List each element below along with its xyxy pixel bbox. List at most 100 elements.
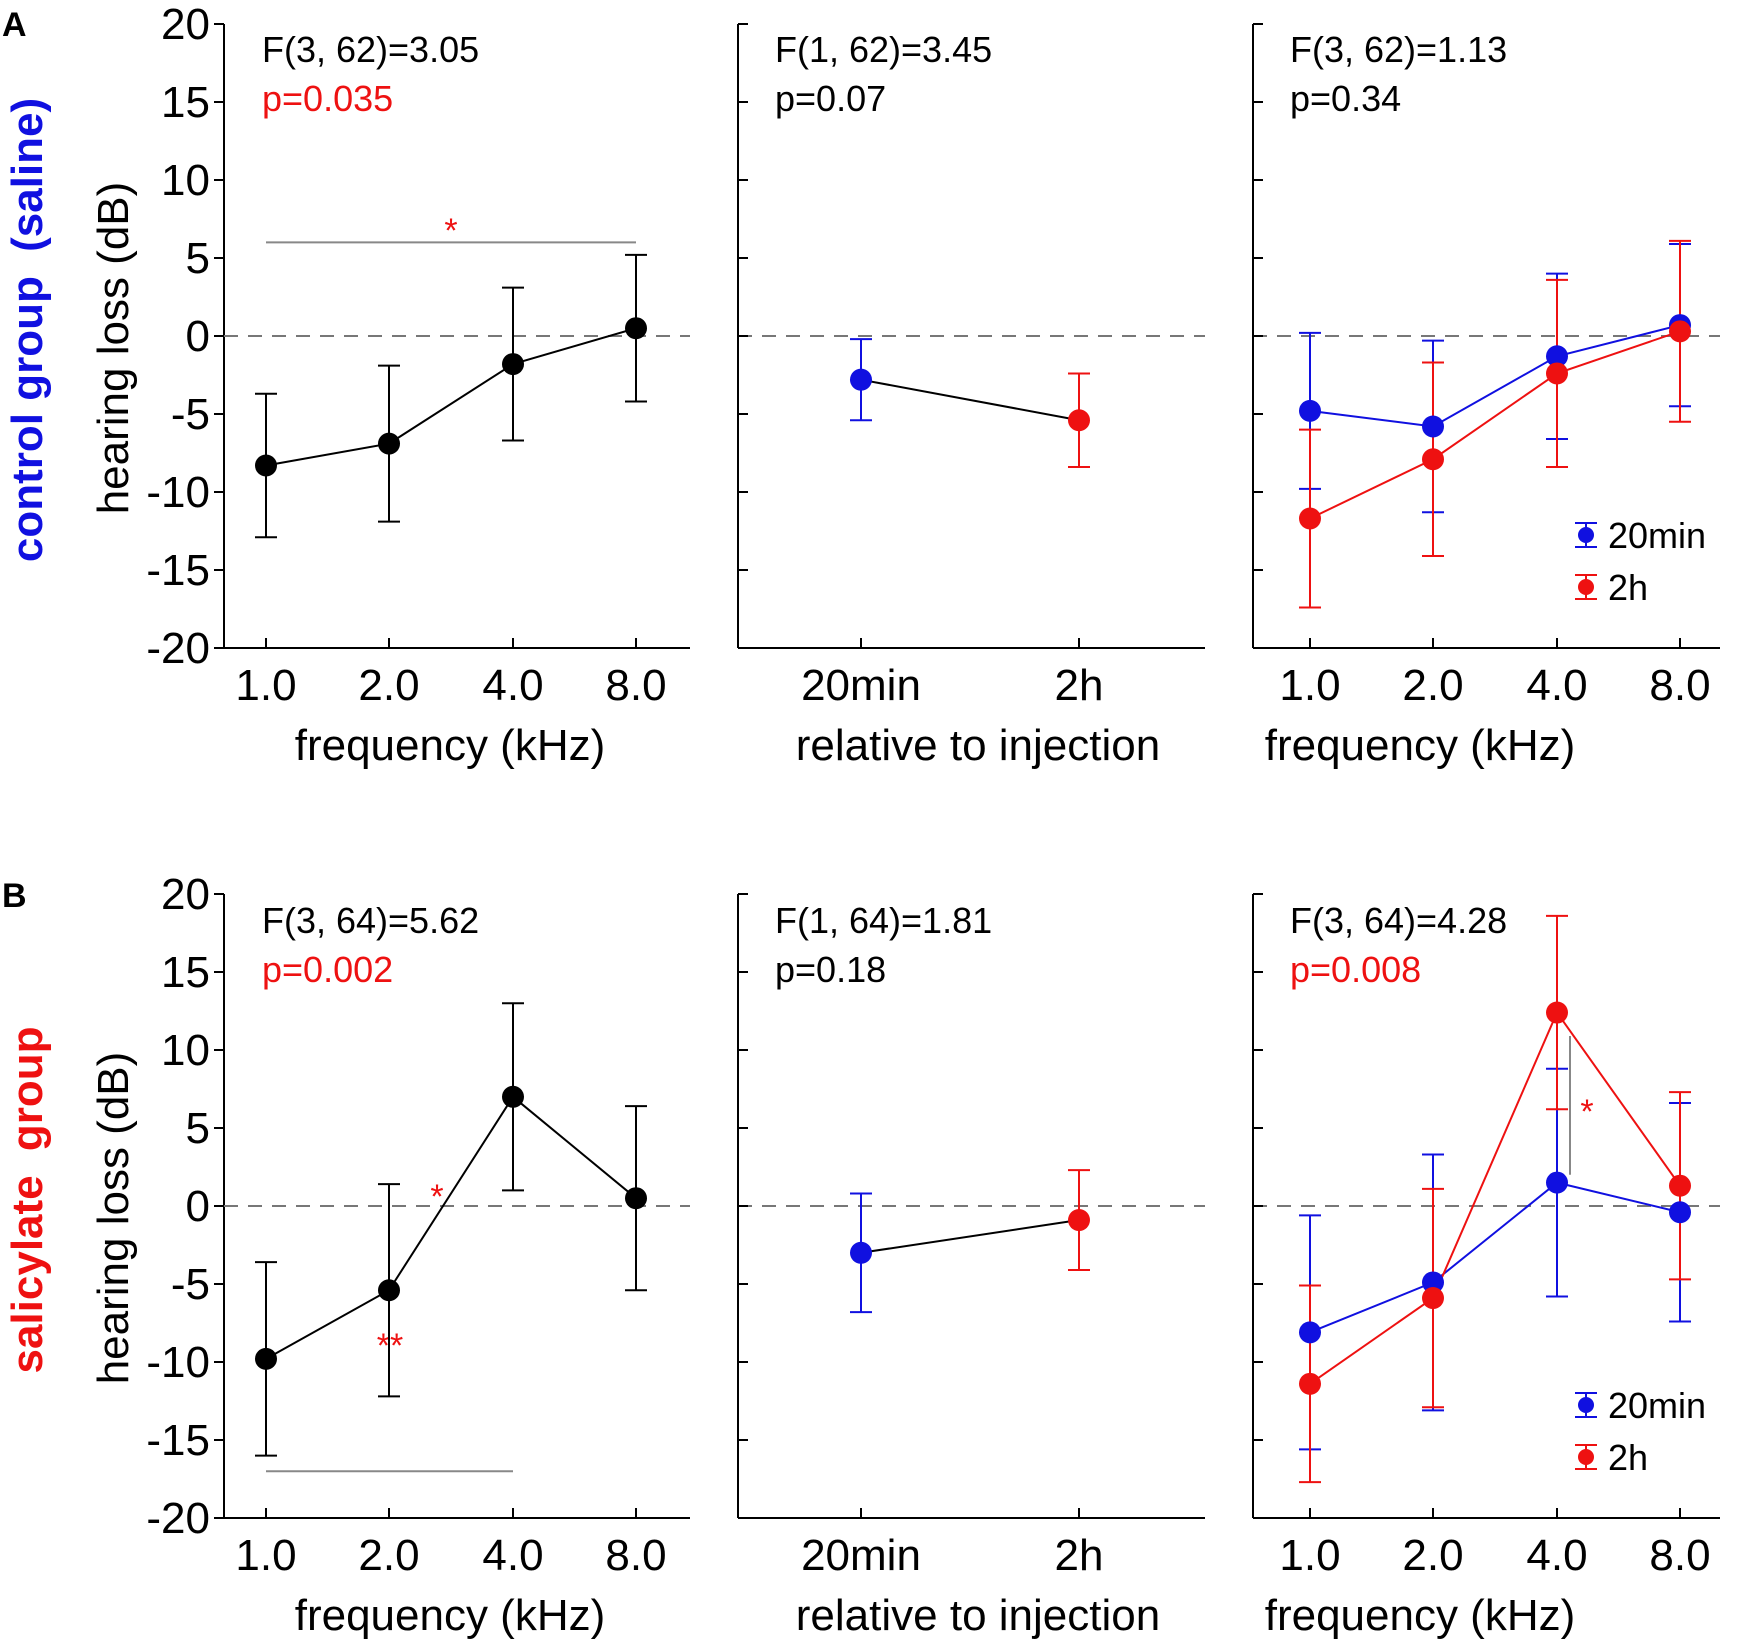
y-tick-label-b: 5	[186, 1104, 210, 1153]
x-tick-label-a1: 4.0	[482, 661, 543, 710]
stat-a3-line1: F(3, 62)=1.13	[1290, 29, 1507, 70]
y-tick-label-a: -20	[146, 624, 210, 673]
x-axis-label-a2: relative to injection	[796, 721, 1160, 770]
legend-marker-2h-icon	[1578, 579, 1594, 595]
data-point-all-b1	[502, 1085, 524, 1108]
data-point-2h-a3	[1669, 320, 1691, 343]
data-point-20min-a3	[1546, 345, 1568, 368]
x-tick-label-b2: 20min	[801, 1531, 921, 1580]
x-axis-label-b3: frequency (kHz)	[1265, 1591, 1576, 1640]
connect-line-a2	[860, 378, 1080, 422]
x-tick-label-b3: 2.0	[1402, 1531, 1463, 1580]
y-tick-label-b: 15	[161, 948, 210, 997]
stat-a2-line1: F(1, 62)=3.45	[775, 29, 992, 70]
data-point-all-a1	[255, 454, 277, 477]
data-point-2h-b3	[1669, 1174, 1691, 1197]
data-point-2h-b3	[1299, 1372, 1321, 1395]
y-tick-label-b: 20	[161, 870, 210, 919]
legend-marker-2h-icon	[1578, 1449, 1594, 1465]
data-point-b2	[1068, 1209, 1090, 1232]
x-tick-label-a2: 20min	[801, 661, 921, 710]
y-tick-label-b: 10	[161, 1026, 210, 1075]
data-point-all-b1	[255, 1347, 277, 1370]
data-point-all-a1	[502, 353, 524, 376]
stat-a2-line2: p=0.07	[775, 78, 886, 119]
x-tick-label-b3: 8.0	[1649, 1531, 1710, 1580]
x-tick-label-b1: 8.0	[605, 1531, 666, 1580]
x-tick-label-b3: 1.0	[1279, 1531, 1340, 1580]
x-axis-label-a3: frequency (kHz)	[1265, 721, 1576, 770]
data-point-b2	[850, 1241, 872, 1264]
legend-a: 20min 2h	[1608, 515, 1706, 608]
legend-a-2h-label: 2h	[1608, 567, 1648, 608]
connect-line-b2	[860, 1219, 1080, 1254]
legend-marker-20min-icon	[1578, 1397, 1594, 1413]
significance-star-b3: *	[1580, 1093, 1593, 1131]
x-tick-label-a1: 8.0	[605, 661, 666, 710]
x-tick-label-a3: 2.0	[1402, 661, 1463, 710]
data-point-20min-b3	[1422, 1271, 1444, 1294]
data-point-20min-b3	[1299, 1321, 1321, 1344]
series-line-all-a1	[265, 327, 637, 467]
series-line-20min-a3	[1309, 324, 1681, 428]
row-label-a: control group (saline)	[3, 98, 52, 562]
y-tick-label-a: 20	[161, 0, 210, 49]
x-tick-label-b3: 4.0	[1526, 1531, 1587, 1580]
plots-layer: 1.0 2.0 4.0 8.0 20min 2h 1.0 2.0 4.0 8.0 20 15 10 5 0 -…	[146, 0, 1720, 1580]
stat-a1-line1: F(3, 62)=3.05	[262, 29, 479, 70]
data-point-2h-a3	[1422, 448, 1444, 471]
stat-a1-line2: p=0.035	[262, 78, 393, 119]
legend-b-2h-label: 2h	[1608, 1437, 1648, 1478]
y-tick-label-b: 0	[186, 1182, 210, 1231]
data-point-20min-b3	[1546, 1171, 1568, 1194]
legend-b-20min-label: 20min	[1608, 1385, 1706, 1426]
y-axis-label-a: hearing loss (dB)	[89, 182, 138, 515]
x-axis-label-a1: frequency (kHz)	[295, 721, 606, 770]
stat-a3-line2: p=0.34	[1290, 78, 1401, 119]
significance-star-a1: *	[444, 212, 457, 250]
y-tick-label-a: 0	[186, 312, 210, 361]
row-label-b-part2: group	[3, 1026, 52, 1151]
stat-b3-line1: F(3, 64)=4.28	[1290, 900, 1507, 941]
legend-marker-20min-icon	[1578, 527, 1594, 543]
y-tick-label-a: -15	[146, 546, 210, 595]
data-point-all-b1	[378, 1279, 400, 1302]
stat-b1-line2: p=0.002	[262, 949, 393, 990]
data-point-2h-a3	[1299, 507, 1321, 530]
data-point-2h-b3	[1546, 1001, 1568, 1024]
y-tick-label-a: -10	[146, 468, 210, 517]
y-tick-label-b: -10	[146, 1338, 210, 1387]
series-line-2h-b3	[1309, 1010, 1681, 1385]
significance-star-b2: *	[430, 1178, 443, 1216]
series-line-2h-a3	[1309, 330, 1681, 520]
x-tick-label-a3: 8.0	[1649, 661, 1710, 710]
x-tick-label-b1: 1.0	[235, 1531, 296, 1580]
row-label-a-part2: (saline)	[3, 98, 52, 252]
panel-letter-b: B	[2, 877, 27, 915]
row-label-b-part1: salicylate	[3, 1175, 52, 1373]
panel-letter-a: A	[2, 6, 27, 44]
data-point-20min-a3	[1422, 415, 1444, 438]
stat-b2-line2: p=0.18	[775, 949, 886, 990]
y-tick-label-a: 10	[161, 156, 210, 205]
stat-b1-line1: F(3, 64)=5.62	[262, 900, 479, 941]
x-tick-label-b1: 2.0	[358, 1531, 419, 1580]
stat-b2-line1: F(1, 64)=1.81	[775, 900, 992, 941]
x-tick-label-a3: 4.0	[1526, 661, 1587, 710]
y-tick-label-b: -5	[171, 1260, 210, 1309]
x-tick-label-b1: 4.0	[482, 1531, 543, 1580]
y-tick-label-b: -20	[146, 1494, 210, 1543]
y-tick-label-a: 5	[186, 234, 210, 283]
y-tick-label-b: -15	[146, 1416, 210, 1465]
data-point-20min-b3	[1669, 1201, 1691, 1224]
data-point-2h-a3	[1546, 362, 1568, 385]
data-point-all-b1	[625, 1187, 647, 1210]
x-tick-label-a1: 1.0	[235, 661, 296, 710]
data-point-all-a1	[625, 317, 647, 340]
data-point-all-a1	[378, 432, 400, 455]
y-tick-label-a: 15	[161, 78, 210, 127]
x-tick-label-b2: 2h	[1055, 1531, 1104, 1580]
data-point-20min-a3	[1299, 399, 1321, 422]
x-axis-label-b2: relative to injection	[796, 1591, 1160, 1640]
